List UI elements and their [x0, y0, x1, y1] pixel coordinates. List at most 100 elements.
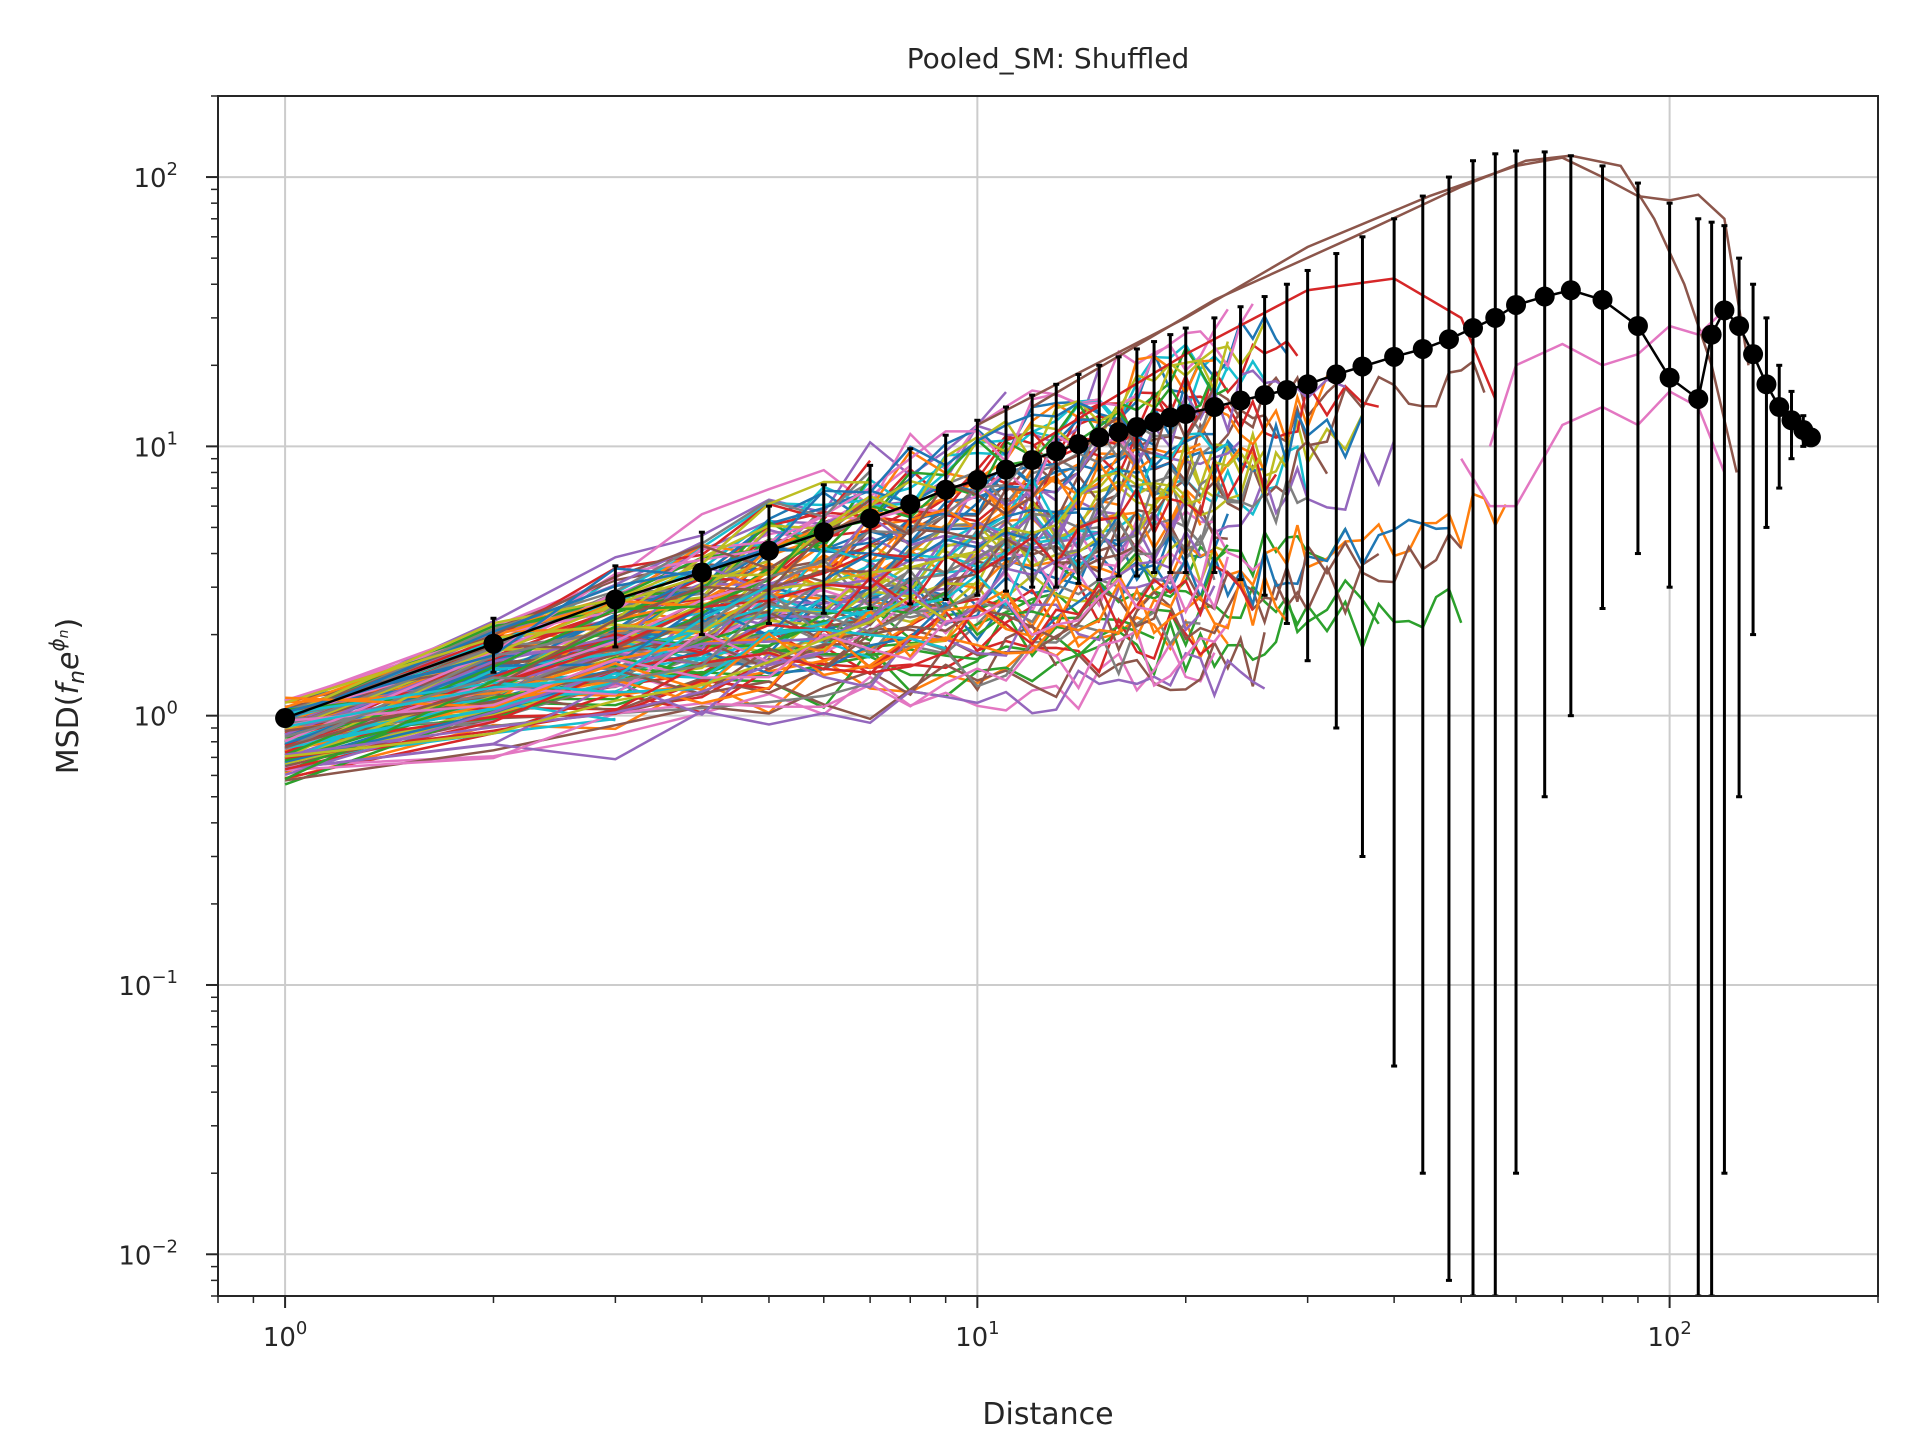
x-tick-label-base: 10 — [955, 1323, 988, 1353]
y-tick-label-base: 10 — [118, 1241, 151, 1271]
y-tick-label-exponent: −1 — [151, 967, 178, 988]
trajectory-line — [284, 516, 825, 757]
trajectory-line — [284, 584, 770, 729]
chart-title: Pooled_SM: Shuffled — [907, 42, 1190, 75]
mean-point — [691, 562, 712, 583]
mean-point — [1560, 280, 1581, 301]
mean-point — [967, 470, 988, 491]
trajectory-line — [976, 156, 1750, 427]
trajectory-line — [284, 628, 947, 715]
y-tick-label-base: 10 — [133, 433, 166, 463]
trajectory-line — [284, 385, 1216, 749]
mean-point — [860, 508, 881, 529]
mean-point — [1485, 307, 1506, 328]
mean-point — [1729, 315, 1750, 336]
trajectory-line — [284, 591, 978, 739]
mean-point — [1756, 374, 1777, 395]
trajectory-line — [284, 449, 1266, 704]
trajectory-line — [284, 511, 1120, 746]
y-tick-label-base: 10 — [118, 972, 151, 1002]
mean-point — [1384, 346, 1405, 367]
mean-point — [996, 459, 1017, 480]
x-tick-label-base: 10 — [263, 1323, 296, 1353]
trajectory-line — [284, 401, 1100, 722]
mean-point — [813, 522, 834, 543]
mean-point — [1230, 390, 1251, 411]
trajectory-line — [1488, 309, 1726, 447]
y-axis-title-sup-n: n — [56, 629, 72, 638]
y-axis-title-prefix: MSD( — [51, 695, 86, 775]
trajectory-line — [285, 581, 1100, 704]
y-tick-label-exponent: 0 — [167, 698, 178, 719]
mean-point — [1046, 441, 1067, 462]
y-axis-title-sup-phi: ϕ — [45, 638, 69, 651]
mean-point — [1068, 434, 1089, 455]
mean-point — [1352, 356, 1373, 377]
mean-point — [1022, 450, 1043, 471]
trajectory-line — [285, 556, 1230, 722]
mean-point — [1659, 367, 1680, 388]
mean-point — [1126, 417, 1147, 438]
x-tick-label: 101 — [955, 1318, 1000, 1353]
mean-point — [275, 708, 296, 729]
y-tick-label-base: 10 — [133, 703, 166, 733]
mean-point — [1144, 412, 1165, 433]
mean-point — [1506, 294, 1527, 315]
x-tick-label: 100 — [263, 1318, 308, 1353]
mean-point — [1701, 324, 1722, 345]
trajectory-line — [284, 651, 1266, 770]
y-axis-title-e: e — [51, 652, 86, 670]
x-tick-label-exponent: 1 — [988, 1318, 999, 1339]
trajectory-line — [284, 650, 825, 756]
x-tick-label-exponent: 0 — [296, 1318, 307, 1339]
y-tick-label: 101 — [133, 428, 178, 463]
y-axis-title-sub-n: n — [65, 670, 90, 684]
y-tick-label: 100 — [133, 698, 178, 733]
trajectory-line — [284, 595, 947, 758]
mean-point — [1438, 329, 1459, 350]
mean-point — [1276, 379, 1297, 400]
mean-point — [1175, 403, 1196, 424]
mean-point — [1714, 300, 1735, 321]
y-tick-label: 10−2 — [118, 1236, 178, 1271]
mean-point — [1160, 407, 1181, 428]
mean-point — [605, 589, 626, 610]
y-tick-label: 10−1 — [118, 967, 178, 1002]
mean-point — [1688, 388, 1709, 409]
mean-point — [1592, 289, 1613, 310]
trajectory-line — [284, 449, 1288, 765]
mean-point — [1463, 318, 1484, 339]
trajectory-line — [284, 431, 1156, 713]
trajectory-line — [284, 321, 1266, 764]
mean-point — [1534, 286, 1555, 307]
mean-point — [1108, 422, 1129, 443]
x-tick-label-base: 10 — [1647, 1323, 1680, 1353]
y-tick-label-exponent: 2 — [167, 159, 178, 180]
trajectory-line — [284, 438, 1242, 719]
trajectory-line — [284, 573, 1187, 732]
trajectory-line — [284, 567, 703, 714]
mean-point — [900, 494, 921, 515]
y-tick-label-exponent: −2 — [151, 1236, 178, 1257]
x-axis-ticks: 100 101 102 — [217, 1296, 1879, 1353]
y-tick-label: 102 — [133, 159, 178, 194]
trajectory-line — [284, 308, 1229, 704]
trajectory-line — [284, 492, 1507, 728]
trajectory-line — [284, 564, 1254, 760]
mean-point — [1204, 397, 1225, 418]
mean-point — [1254, 385, 1275, 406]
mean-point — [935, 479, 956, 500]
mean-point — [1627, 315, 1648, 336]
trajectory-line — [284, 531, 1463, 733]
mean-point — [758, 540, 779, 561]
mean-msd-series — [275, 280, 1821, 729]
y-tick-label-base: 10 — [133, 164, 166, 194]
mean-point — [1800, 427, 1821, 448]
x-tick-label: 102 — [1647, 1318, 1692, 1353]
mean-point — [1412, 338, 1433, 359]
mean-point — [483, 633, 504, 654]
plot-frame — [217, 95, 1879, 1297]
trajectory-line — [285, 623, 1229, 772]
